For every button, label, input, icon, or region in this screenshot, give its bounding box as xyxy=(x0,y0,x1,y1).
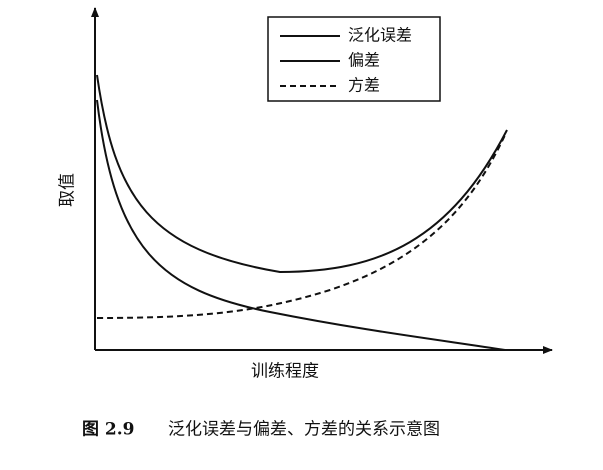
generalization-error-curve xyxy=(96,74,508,274)
legend-label: 泛化误差 xyxy=(348,26,412,45)
legend: 泛化误差 偏差 方差 xyxy=(267,16,441,102)
legend-label: 偏差 xyxy=(348,51,380,70)
x-axis-label: 训练程度 xyxy=(251,362,319,382)
caption-label: 图 2.9 xyxy=(82,420,135,440)
caption-text: 泛化误差与偏差、方差的关系示意图 xyxy=(168,420,440,440)
bias-curve xyxy=(96,99,506,351)
legend-box xyxy=(267,16,441,102)
y-axis-label: 取值 xyxy=(58,173,78,207)
legend-label: 方差 xyxy=(348,76,380,95)
variance-curve xyxy=(96,134,506,319)
